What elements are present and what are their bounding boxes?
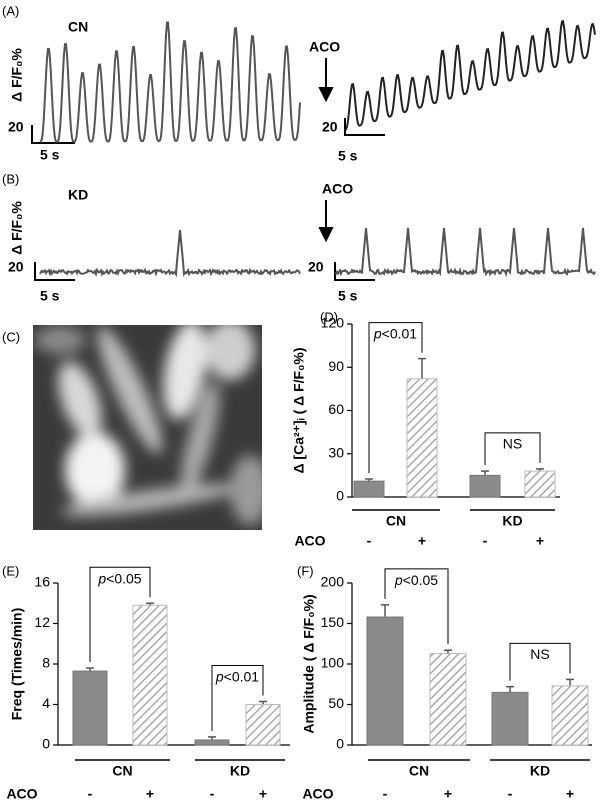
bracket [211, 664, 264, 731]
bar [406, 378, 438, 498]
trace [344, 19, 596, 131]
scale-y: 20 [322, 119, 338, 135]
category-label: + [259, 786, 267, 802]
panel-label: (A) [2, 3, 19, 18]
bar [245, 704, 281, 746]
panel-label: (D) [320, 309, 338, 324]
y-tick-label: 30 [328, 444, 344, 460]
scale-y: 20 [8, 119, 24, 135]
bar [366, 616, 404, 746]
bracket [384, 568, 449, 645]
category-title: ACO [294, 533, 325, 549]
significance-label: NS [530, 646, 549, 662]
panel-label: (C) [2, 329, 20, 344]
bracket [509, 642, 571, 681]
category-label: - [483, 533, 488, 549]
significance-label: p<0.01 [215, 668, 259, 684]
scale-bar [34, 262, 75, 281]
scale-y: 20 [8, 259, 24, 275]
y-tick-label: 120 [321, 315, 345, 331]
y-tick-label: 0 [336, 488, 344, 504]
scale-bar [334, 262, 375, 281]
y-tick-label: 50 [328, 695, 344, 711]
trace [39, 229, 301, 278]
y-tick-label: 0 [42, 736, 50, 752]
significance-label: NS [503, 436, 522, 452]
scale-y: 20 [308, 259, 324, 275]
y-tick-label: 150 [321, 614, 345, 630]
bar [551, 685, 589, 746]
arrow [318, 200, 334, 243]
panel-label: (E) [2, 563, 19, 578]
scale-x: 5 s [338, 288, 358, 304]
y-label: Δ F/F₀% [9, 201, 25, 255]
panel-label: (F) [297, 563, 314, 578]
bracket [368, 322, 423, 473]
category-label: + [536, 533, 544, 549]
category-label: + [146, 786, 154, 802]
category-label: + [566, 786, 574, 802]
scale-bar [344, 118, 385, 136]
y-tick-label: 90 [328, 358, 344, 374]
bar [491, 691, 529, 746]
category-title: ACO [6, 786, 37, 802]
y-label: Amplitude ( Δ F/F₀%) [301, 594, 317, 733]
category-label: - [88, 786, 93, 802]
y-tick-label: 100 [321, 655, 345, 671]
drug-label: ACO [309, 39, 340, 55]
micrograph [33, 325, 262, 530]
bracket [484, 432, 541, 466]
drug-label: ACO [322, 181, 353, 197]
bar [469, 474, 501, 498]
significance-label: p<0.05 [97, 570, 141, 586]
group-label: CN [112, 763, 132, 779]
category-label: - [367, 533, 372, 549]
scale-x: 5 s [338, 148, 358, 164]
category-label: + [444, 786, 452, 802]
scale-x: 5 s [40, 147, 60, 163]
category-label: - [508, 786, 513, 802]
y-tick-label: 4 [42, 695, 50, 711]
y-tick-label: 8 [42, 655, 50, 671]
condition-label: KD [68, 187, 88, 203]
bar [132, 604, 168, 746]
condition-label: CN [68, 19, 88, 35]
significance-label: p<0.05 [394, 572, 438, 588]
y-tick-label: 0 [336, 736, 344, 752]
bar [72, 670, 108, 746]
category-label: + [418, 533, 426, 549]
category-label: - [383, 786, 388, 802]
y-label: Δ [Ca²⁺]ᵢ ( Δ F/F₀%) [291, 347, 307, 473]
trace [334, 227, 596, 278]
bracket [89, 566, 151, 663]
group-label: KD [502, 513, 522, 529]
y-label: Freq (Times/min) [9, 608, 25, 721]
bar [524, 470, 556, 498]
y-tick-label: 16 [34, 574, 50, 590]
trace [39, 21, 301, 143]
group-label: CN [409, 763, 429, 779]
scale-x: 5 s [40, 288, 60, 304]
category-label: - [210, 786, 215, 802]
category-title: ACO [302, 786, 333, 802]
bar [194, 739, 230, 746]
scale-bar [31, 125, 75, 144]
group-label: KD [530, 763, 550, 779]
y-tick-label: 12 [34, 614, 50, 630]
group-label: CN [386, 513, 406, 529]
y-label: Δ F/F₀% [9, 48, 25, 102]
bar [353, 480, 385, 498]
group-label: KD [230, 763, 250, 779]
bar [429, 652, 467, 746]
y-tick-label: 60 [328, 401, 344, 417]
panel-label: (B) [2, 171, 19, 186]
y-tick-label: 200 [321, 574, 345, 590]
significance-label: p<0.01 [373, 325, 417, 341]
arrow [318, 58, 334, 103]
